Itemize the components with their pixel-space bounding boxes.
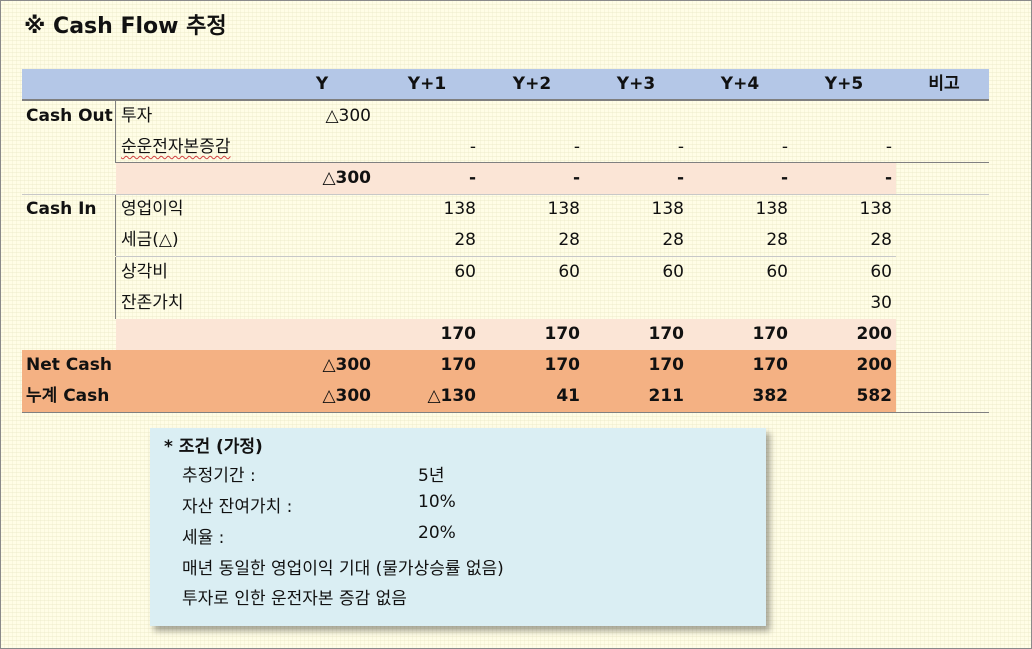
- table-cell: 28: [662, 230, 684, 250]
- table-cell: -: [885, 137, 892, 157]
- cash-out-label: Cash Out: [26, 106, 113, 126]
- table-cell: [281, 132, 371, 163]
- column-header: Y+5: [824, 74, 864, 94]
- table-cell: [281, 225, 371, 256]
- table-cell: 138: [859, 199, 892, 219]
- row-label: 세금(△): [121, 230, 179, 250]
- column-header: Y+2: [512, 74, 552, 94]
- cash-in-subtotal-bg: [116, 319, 896, 350]
- label-divider: [115, 100, 116, 163]
- cum-cash-cell: 582: [856, 386, 893, 406]
- table-cell: 138: [443, 199, 476, 219]
- page-title: ※ Cash Flow 추정: [24, 14, 227, 39]
- table-cell: -: [469, 137, 476, 157]
- table-cell: 28: [454, 230, 476, 250]
- table-cell: 60: [558, 262, 580, 282]
- table-cell: 60: [454, 262, 476, 282]
- subtotal-cell: 200: [856, 324, 893, 344]
- net-cash-label: Net Cash: [26, 355, 112, 375]
- row-label: 순운전자본증감: [121, 137, 231, 157]
- net-cash-bg: [22, 350, 896, 412]
- condition-label: 자산 잔여가치 :: [182, 497, 293, 517]
- condition-value: 10%: [418, 492, 456, 512]
- condition-label: 추정기간 :: [182, 466, 256, 486]
- table-cell: -: [573, 137, 580, 157]
- row-label: 영업이익: [121, 199, 184, 219]
- cum-cash-cell: 41: [556, 386, 580, 406]
- cum-cash-label: 누계 Cash: [26, 386, 110, 406]
- condition-label: 매년 동일한 영업이익 기대 (물가상승률 없음): [182, 559, 504, 579]
- row-divider: [22, 194, 989, 195]
- condition-label: 세율 :: [182, 528, 225, 548]
- subtotal-cell: 170: [648, 324, 685, 344]
- column-header: Y+1: [407, 74, 447, 94]
- table-cell: -: [781, 137, 788, 157]
- condition-value: 20%: [418, 523, 456, 543]
- subtotal-cell: [281, 319, 371, 350]
- cum-cash-cell: △130: [427, 386, 476, 406]
- row-label: 상각비: [121, 262, 168, 282]
- row-divider: [116, 162, 989, 163]
- cash-out-subtotal-bg: [116, 163, 896, 194]
- table-bottom-line: [22, 412, 989, 413]
- table-cell: -: [677, 137, 684, 157]
- table-cell: 28: [870, 230, 892, 250]
- conditions-heading: * 조건 (가정): [164, 437, 263, 457]
- table-cell: [490, 101, 580, 132]
- net-cash-cell: 170: [648, 355, 685, 375]
- table-cell: △300: [325, 106, 371, 126]
- label-divider: [115, 257, 116, 319]
- subtotal-cell: 170: [752, 324, 789, 344]
- cash-in-label: Cash In: [26, 199, 97, 219]
- table-cell: [281, 288, 371, 319]
- cum-cash-cell: 382: [752, 386, 789, 406]
- label-divider: [115, 194, 116, 256]
- table-cell: 60: [662, 262, 684, 282]
- row-divider: [116, 256, 896, 257]
- table-cell: [594, 288, 684, 319]
- table-cell: 28: [558, 230, 580, 250]
- table-cell: 60: [766, 262, 788, 282]
- table-cell: [490, 288, 580, 319]
- subtotal-cell: -: [780, 168, 788, 188]
- table-cell: [802, 101, 892, 132]
- table-cell: [698, 101, 788, 132]
- table-cell: [386, 288, 476, 319]
- net-cash-cell: 200: [856, 355, 893, 375]
- table-cell: [698, 288, 788, 319]
- table-cell: [594, 101, 684, 132]
- cum-cash-cell: △300: [322, 386, 371, 406]
- cum-cash-cell: 211: [648, 386, 685, 406]
- subtotal-cell: -: [572, 168, 580, 188]
- table-cell: 60: [870, 262, 892, 282]
- table-cell: [386, 101, 476, 132]
- table-cell: 30: [870, 293, 892, 313]
- subtotal-cell: △300: [322, 168, 371, 188]
- row-label: 잔존가치: [121, 293, 184, 313]
- net-cash-cell: 170: [440, 355, 477, 375]
- table-cell: 138: [651, 199, 684, 219]
- column-header: 비고: [928, 74, 960, 94]
- table-cell: 138: [755, 199, 788, 219]
- subtotal-cell: 170: [440, 324, 477, 344]
- table-cell: [281, 257, 371, 288]
- column-header: Y+4: [720, 74, 760, 94]
- table-cell: [281, 194, 371, 225]
- column-header: Y+3: [616, 74, 656, 94]
- condition-label: 투자로 인한 운전자본 증감 없음: [182, 589, 407, 609]
- row-label: 투자: [121, 106, 153, 126]
- subtotal-cell: 170: [544, 324, 581, 344]
- net-cash-cell: 170: [544, 355, 581, 375]
- table-cell: 138: [547, 199, 580, 219]
- net-cash-cell: △300: [322, 355, 371, 375]
- table-header-bar: [22, 69, 989, 101]
- net-cash-cell: 170: [752, 355, 789, 375]
- subtotal-cell: -: [676, 168, 684, 188]
- subtotal-cell: -: [468, 168, 476, 188]
- column-header: Y: [315, 74, 329, 94]
- table-cell: 28: [766, 230, 788, 250]
- condition-value: 5년: [418, 466, 445, 486]
- subtotal-cell: -: [884, 168, 892, 188]
